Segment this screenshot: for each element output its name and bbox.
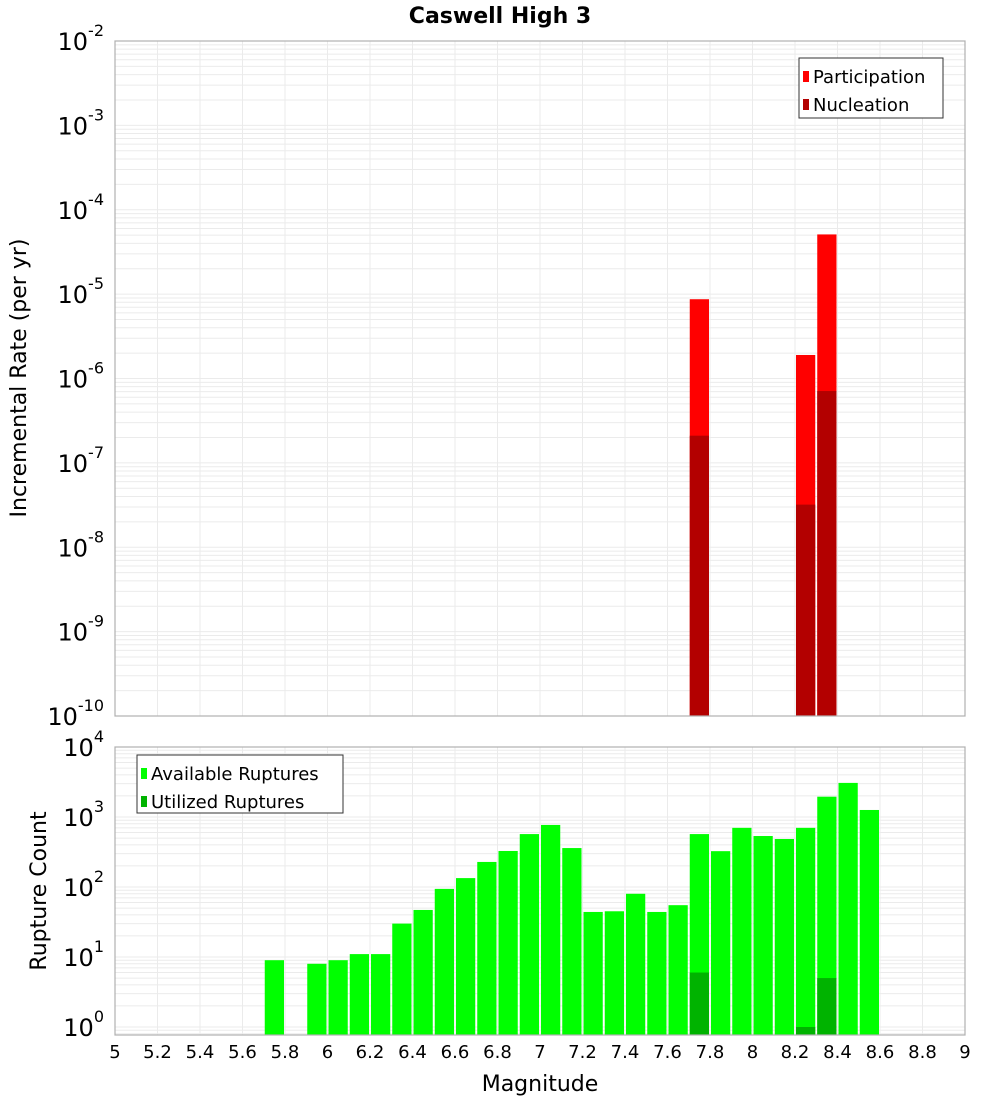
bar-available-ruptures bbox=[371, 954, 391, 1035]
bar-available-ruptures bbox=[796, 827, 816, 1035]
y-tick-label: 10-5 bbox=[58, 274, 105, 309]
x-tick-label: 8.2 bbox=[781, 1042, 810, 1063]
legend: Participation Nucleation bbox=[798, 57, 944, 119]
x-tick-label: 5.2 bbox=[143, 1042, 172, 1063]
x-axis-label: Magnitude bbox=[482, 1072, 599, 1097]
legend-entry: Available Ruptures bbox=[151, 764, 319, 785]
bar-available-ruptures bbox=[349, 954, 369, 1035]
bar-available-ruptures bbox=[626, 893, 646, 1035]
bar-available-ruptures bbox=[774, 838, 794, 1035]
bar-available-ruptures bbox=[456, 878, 476, 1035]
x-tick-label: 8.6 bbox=[866, 1042, 895, 1063]
x-tick-label: 6.8 bbox=[483, 1042, 512, 1063]
chart-title: Caswell High 3 bbox=[409, 4, 591, 29]
x-tick-label: 9 bbox=[959, 1042, 970, 1063]
y-tick-label: 10-8 bbox=[58, 527, 105, 562]
y-tick-label: 102 bbox=[63, 867, 104, 902]
y-tick-label: 101 bbox=[63, 937, 104, 972]
x-tick-label: 7.4 bbox=[611, 1042, 640, 1063]
bottom-y-axis-label: Rupture Count bbox=[27, 811, 52, 971]
legend: Available Ruptures Utilized Ruptures bbox=[136, 754, 344, 814]
bar-available-ruptures bbox=[477, 861, 497, 1035]
bar-nucleation bbox=[689, 435, 709, 716]
bar-available-ruptures bbox=[668, 905, 688, 1035]
bar-available-ruptures bbox=[732, 827, 752, 1035]
y-tick-label: 10-2 bbox=[58, 21, 105, 56]
top-y-axis-label: Incremental Rate (per yr) bbox=[7, 239, 32, 518]
bar-available-ruptures bbox=[647, 911, 667, 1035]
x-tick-label: 7.8 bbox=[696, 1042, 725, 1063]
y-tick-label: 10-9 bbox=[58, 612, 105, 647]
bar-available-ruptures bbox=[838, 782, 858, 1035]
y-tick-label: 100 bbox=[63, 1007, 104, 1042]
bar-available-ruptures bbox=[434, 888, 454, 1035]
x-tick-label: 6.2 bbox=[356, 1042, 385, 1063]
bar-available-ruptures bbox=[859, 809, 879, 1035]
bar-nucleation bbox=[817, 391, 837, 716]
y-tick-label: 103 bbox=[63, 797, 104, 832]
bar-available-ruptures bbox=[264, 960, 284, 1035]
bar-available-ruptures bbox=[392, 923, 412, 1035]
bar-available-ruptures bbox=[562, 848, 582, 1035]
x-tick-label: 5.6 bbox=[228, 1042, 257, 1063]
x-tick-label: 7.6 bbox=[653, 1042, 682, 1063]
bar-available-ruptures bbox=[413, 909, 433, 1035]
bar-available-ruptures bbox=[498, 850, 518, 1035]
bar-available-ruptures bbox=[519, 834, 539, 1035]
x-tick-label: 6.4 bbox=[398, 1042, 427, 1063]
x-tick-label: 5.4 bbox=[186, 1042, 215, 1063]
x-tick-label: 7.2 bbox=[568, 1042, 597, 1063]
legend-entry: Nucleation bbox=[813, 95, 909, 116]
x-tick-label: 6 bbox=[322, 1042, 333, 1063]
y-tick-label: 10-4 bbox=[58, 190, 105, 225]
y-tick-label: 104 bbox=[63, 727, 104, 762]
y-tick-label: 10-10 bbox=[47, 696, 104, 731]
top-plot-incremental-rate: 10-2 10-3 10-4 10-5 10-6 10-7 10-8 10-9 10-10 Par… bbox=[47, 21, 966, 731]
bar-nucleation bbox=[796, 504, 816, 716]
y-tick-label: 10-3 bbox=[58, 105, 105, 140]
y-tick-label: 10-6 bbox=[58, 359, 105, 394]
legend-entry: Utilized Ruptures bbox=[151, 792, 304, 813]
bar-available-ruptures bbox=[541, 824, 561, 1035]
x-tick-label: 8.8 bbox=[908, 1042, 937, 1063]
bar-available-ruptures bbox=[753, 836, 773, 1035]
x-tick-label: 8.4 bbox=[823, 1042, 852, 1063]
bar-utilized-ruptures bbox=[689, 972, 709, 1035]
x-tick-label: 5.8 bbox=[271, 1042, 300, 1063]
x-tick-label: 7 bbox=[534, 1042, 545, 1063]
x-tick-label: 6.6 bbox=[441, 1042, 470, 1063]
bar-available-ruptures bbox=[711, 851, 731, 1035]
bar-available-ruptures bbox=[328, 960, 348, 1035]
bar-available-ruptures bbox=[604, 911, 624, 1035]
x-tick-label: 5 bbox=[109, 1042, 120, 1063]
bar-utilized-ruptures bbox=[796, 1027, 816, 1035]
bar-available-ruptures bbox=[307, 963, 327, 1035]
y-tick-label: 10-7 bbox=[58, 443, 105, 478]
legend-entry: Participation bbox=[813, 67, 925, 88]
bar-utilized-ruptures bbox=[817, 978, 837, 1035]
x-tick-label: 8 bbox=[747, 1042, 758, 1063]
bar-available-ruptures bbox=[817, 796, 837, 1035]
bar-available-ruptures bbox=[583, 911, 603, 1035]
